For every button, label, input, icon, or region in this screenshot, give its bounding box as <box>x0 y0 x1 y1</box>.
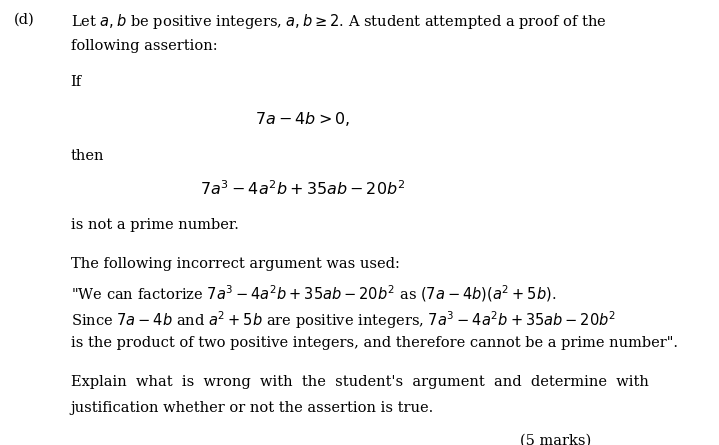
Text: $7a^3 - 4a^2b + 35ab - 20b^2$: $7a^3 - 4a^2b + 35ab - 20b^2$ <box>200 180 406 198</box>
Text: (5 marks): (5 marks) <box>521 434 592 445</box>
Text: Since $7a - 4b$ and $a^2 + 5b$ are positive integers, $7a^3 - 4a^2b + 35ab - 20b: Since $7a - 4b$ and $a^2 + 5b$ are posit… <box>70 310 616 332</box>
Text: Let $a, b$ be positive integers, $a, b \geq 2$. A student attempted a proof of t: Let $a, b$ be positive integers, $a, b \… <box>70 12 606 32</box>
Text: If: If <box>70 76 82 89</box>
Text: Explain  what  is  wrong  with  the  student's  argument  and  determine  with: Explain what is wrong with the student's… <box>70 375 649 388</box>
Text: is the product of two positive integers, and therefore cannot be a prime number": is the product of two positive integers,… <box>70 336 678 350</box>
Text: justification whether or not the assertion is true.: justification whether or not the asserti… <box>70 401 434 415</box>
Text: following assertion:: following assertion: <box>70 39 217 53</box>
Text: The following incorrect argument was used:: The following incorrect argument was use… <box>70 257 400 271</box>
Text: is not a prime number.: is not a prime number. <box>70 218 239 232</box>
Text: "We can factorize $7a^3 - 4a^2b + 35ab - 20b^2$ as $(7a - 4b)(a^2 + 5b)$.: "We can factorize $7a^3 - 4a^2b + 35ab -… <box>70 283 556 304</box>
Text: (d): (d) <box>14 12 35 26</box>
Text: $7a - 4b > 0,$: $7a - 4b > 0,$ <box>255 110 350 128</box>
Text: then: then <box>70 149 104 163</box>
